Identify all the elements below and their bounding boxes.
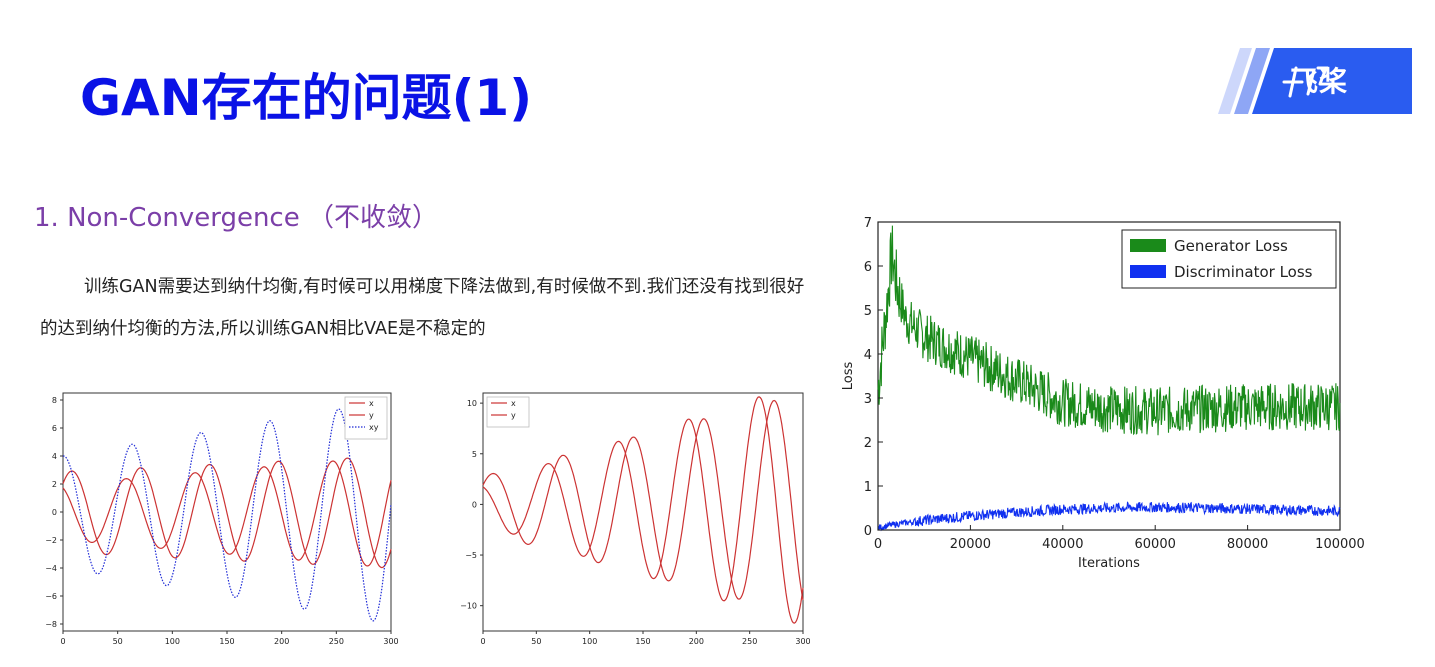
x-tick-label: 80000	[1227, 537, 1268, 552]
legend-label: Generator Loss	[1174, 237, 1288, 255]
y-tick-label: 4	[52, 452, 57, 461]
y-tick-label: 0	[52, 508, 57, 517]
page-title: GAN存在的问题(1)	[80, 69, 533, 127]
y-tick-label: 2	[52, 480, 57, 489]
y-tick-label: 4	[864, 348, 872, 363]
y-tick-label: −8	[45, 620, 57, 629]
y-tick-label: 0	[472, 500, 477, 509]
y-tick-label: 10	[467, 399, 477, 408]
y-tick-label: −4	[45, 564, 57, 573]
x-tick-label: 0	[874, 537, 882, 552]
loss-chart: 0 20000 40000 60000 80000 100000 0 1 2 3 4 5 6 7 Itera…	[841, 216, 1365, 571]
x-tick-label: 300	[383, 637, 398, 646]
paragraph: 训练GAN需要达到纳什均衡,有时候可以用梯度下降法做到,有时候做不到.我们还没有…	[40, 277, 805, 339]
legend-label: Discriminator Loss	[1174, 263, 1313, 281]
section-heading: 1. Non-Convergence （不收敛）	[34, 203, 438, 233]
series-line-x	[482, 399, 804, 601]
x-tick-label: 100	[165, 637, 180, 646]
x-tick-label: 20000	[950, 537, 991, 552]
y-tick-label: 0	[864, 524, 872, 539]
x-tick-label: 150	[635, 637, 650, 646]
x-tick-label: 40000	[1042, 537, 1083, 552]
legend-swatch	[1130, 265, 1166, 278]
legend-box	[344, 396, 388, 440]
series-line-discriminator-loss	[877, 501, 1341, 532]
x-tick-label: 50	[113, 637, 123, 646]
series-line-y	[482, 396, 804, 624]
x-tick-label: 200	[274, 637, 289, 646]
y-tick-label: 3	[864, 392, 872, 407]
y-tick-label: 6	[864, 260, 872, 275]
y-tick-label: −6	[45, 592, 57, 601]
series-line-generator-loss	[877, 225, 1341, 436]
y-tick-label: 7	[864, 216, 872, 231]
oscillation-chart-1: 0 50 100 150 200 250 300 8 6 4 2 0 −2 −4 −6 −8 xy xy	[45, 392, 399, 646]
y-tick-label: 5	[864, 304, 872, 319]
x-tick-label: 150	[219, 637, 234, 646]
y-axis-label: Loss	[841, 362, 856, 391]
y-tick-label: 6	[52, 424, 57, 433]
x-axis-label: Iterations	[1078, 556, 1140, 571]
legend-label: y	[511, 411, 516, 420]
y-tick-label: −5	[465, 551, 477, 560]
x-tick-label: 0	[480, 637, 485, 646]
legend-label: y	[369, 411, 374, 420]
x-tick-label: 60000	[1135, 537, 1176, 552]
legend-label: x	[369, 399, 374, 408]
x-tick-label: 100000	[1315, 537, 1365, 552]
x-tick-label: 50	[531, 637, 541, 646]
x-tick-label: 0	[60, 637, 65, 646]
series-line-y	[62, 460, 392, 567]
legend-box	[486, 396, 530, 428]
legend-label: x	[511, 399, 516, 408]
y-tick-label: −2	[45, 536, 57, 545]
x-tick-label: 100	[582, 637, 597, 646]
legend-swatch	[1130, 239, 1166, 252]
paddle-icon	[1282, 66, 1329, 98]
series-line-x	[62, 457, 392, 569]
paddle-logo	[1218, 48, 1412, 114]
logo-text: 飞桨	[1290, 65, 1349, 98]
y-tick-label: 8	[52, 396, 57, 405]
x-tick-label: 250	[742, 637, 757, 646]
y-tick-label: 5	[472, 450, 477, 459]
x-tick-label: 250	[329, 637, 344, 646]
legend-label: xy	[369, 423, 379, 432]
x-tick-label: 200	[689, 637, 704, 646]
y-tick-label: 2	[864, 436, 872, 451]
y-tick-label: −10	[460, 602, 477, 611]
y-tick-label: 1	[864, 480, 872, 495]
x-tick-label: 300	[795, 637, 810, 646]
